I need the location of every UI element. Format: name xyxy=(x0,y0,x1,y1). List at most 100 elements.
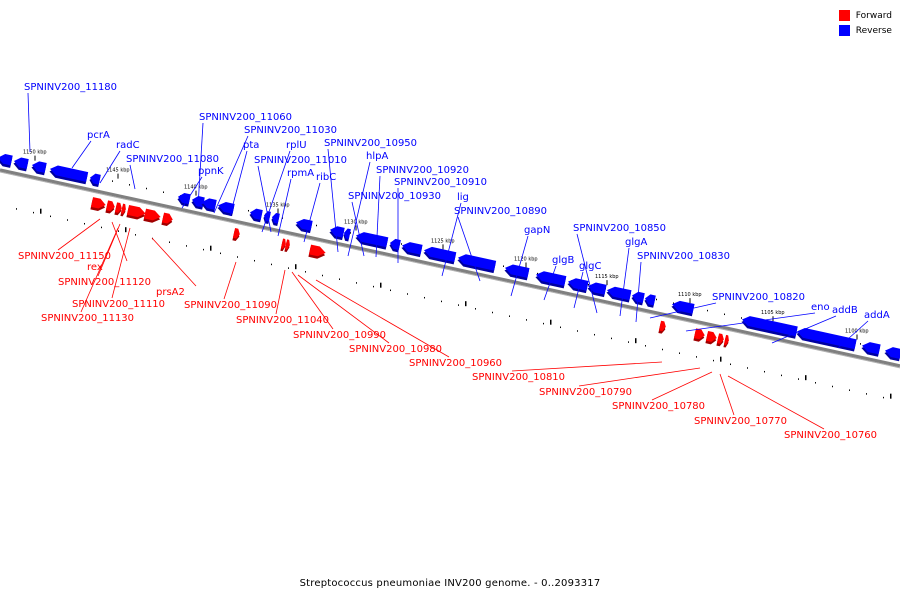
forward-gene-arrow xyxy=(280,238,286,252)
forward-gene-arrow xyxy=(658,320,666,334)
major-tick xyxy=(380,282,382,288)
minor-tick xyxy=(883,396,884,399)
forward-gene-arrow xyxy=(161,212,173,226)
reverse-leader-line xyxy=(347,161,371,257)
forward-leader-line xyxy=(111,227,131,299)
scale-label: 1120 kbp xyxy=(514,256,538,262)
backbone-shadow xyxy=(0,171,900,369)
minor-tick xyxy=(112,180,113,182)
reverse-gene-label: SPNINV200_11180 xyxy=(24,82,117,93)
reverse-leader-line xyxy=(303,182,321,243)
forward-gene-arrow xyxy=(114,202,122,216)
forward-leader-line xyxy=(511,361,663,372)
minor-tick xyxy=(169,241,170,243)
reverse-gene-arrow xyxy=(177,192,191,207)
forward-gene-label: SPNINV200_11150 xyxy=(18,251,111,262)
reverse-leader-line xyxy=(351,201,365,257)
reverse-gene-label: SPNINV200_10930 xyxy=(348,191,441,202)
reverse-leader-line xyxy=(129,164,136,190)
reverse-leader-line xyxy=(27,92,31,153)
forward-gene-arrow xyxy=(284,239,290,253)
forward-gene-label: SPNINV200_10960 xyxy=(409,358,502,369)
reverse-gene-label: gapN xyxy=(524,225,550,236)
forward-gene-label: SPNINV200_10990 xyxy=(293,330,386,341)
reverse-leader-line xyxy=(619,247,630,317)
reverse-gene-arrow xyxy=(861,342,881,357)
reverse-gene-arrow xyxy=(606,286,632,303)
minor-tick xyxy=(407,293,408,295)
forward-gene-label: SPNINV200_10980 xyxy=(349,344,442,355)
scale-label: 1150 kbp xyxy=(23,150,47,156)
reverse-leader-line xyxy=(229,150,248,217)
genome-backbone xyxy=(0,168,900,368)
minor-tick xyxy=(560,326,561,329)
reverse-leader-line xyxy=(837,320,869,349)
minor-tick xyxy=(220,252,221,255)
minor-tick xyxy=(288,267,289,269)
scale-label: 1110 kbp xyxy=(678,292,702,298)
reverse-gene-label: rpmA xyxy=(287,168,314,179)
minor-tick xyxy=(764,370,765,373)
reverse-gene-label: addB xyxy=(832,305,858,316)
legend-item-reverse: Reverse xyxy=(838,23,892,38)
minor-tick xyxy=(747,367,748,369)
reverse-gene-label: lig xyxy=(457,192,469,203)
forward-leader-line xyxy=(651,371,713,401)
scale-label: 1125 kbp xyxy=(431,238,455,244)
reverse-gene-arrow xyxy=(535,271,567,289)
minor-tick xyxy=(673,302,674,304)
major-tick xyxy=(465,301,467,307)
forward-leader-line xyxy=(727,375,825,430)
reverse-gene-label: eno xyxy=(811,302,830,313)
minor-tick xyxy=(475,308,476,310)
reverse-gene-arrow xyxy=(457,254,497,274)
reverse-gene-label: SPNINV200_10890 xyxy=(454,206,547,217)
minor-tick xyxy=(84,222,85,225)
minor-tick xyxy=(458,304,459,306)
scale-label: 1135 kbp xyxy=(266,202,290,208)
reverse-gene-arrow xyxy=(796,328,857,352)
minor-tick xyxy=(254,259,255,262)
major-tick xyxy=(295,264,297,270)
forward-leader-line xyxy=(297,274,390,344)
reverse-gene-arrow xyxy=(389,238,401,253)
minor-tick xyxy=(492,311,493,314)
minor-tick xyxy=(537,272,538,275)
reverse-leader-line xyxy=(197,122,204,208)
reverse-leader-line xyxy=(441,202,462,277)
minor-tick xyxy=(146,187,147,190)
minor-tick xyxy=(628,341,629,343)
forward-gene-arrow xyxy=(693,328,705,342)
minor-tick xyxy=(305,271,306,273)
minor-tick xyxy=(781,374,782,377)
minor-tick xyxy=(237,256,238,258)
forward-gene-arrow xyxy=(723,334,729,348)
major-tick xyxy=(125,227,127,233)
reverse-gene-label: SPNINV200_10950 xyxy=(324,138,417,149)
forward-gene-label: SPNINV200_10780 xyxy=(612,401,705,412)
reverse-gene-arrow xyxy=(644,294,656,308)
minor-tick xyxy=(101,226,102,229)
reverse-leader-line xyxy=(375,175,381,258)
forward-leader-line xyxy=(719,373,735,416)
minor-tick xyxy=(163,191,164,193)
major-tick xyxy=(210,245,212,251)
minor-tick xyxy=(271,263,272,266)
reverse-gene-label: glgC xyxy=(579,261,601,272)
reverse-leader-line xyxy=(213,135,249,214)
reverse-gene-label: glgA xyxy=(625,237,647,248)
minor-tick xyxy=(350,232,351,234)
major-tick xyxy=(805,375,807,381)
reverse-gene-arrow xyxy=(884,347,900,362)
reverse-leader-line xyxy=(543,265,557,301)
reverse-gene-label: hlpA xyxy=(366,151,388,162)
minor-tick xyxy=(67,219,68,221)
forward-leader-line xyxy=(275,269,286,315)
forward-gene-arrow xyxy=(120,203,126,217)
forward-gene-arrow xyxy=(308,244,326,259)
reverse-gene-arrow xyxy=(587,282,607,298)
forward-gene-label: SPNINV200_11130 xyxy=(41,313,134,324)
major-tick xyxy=(890,393,892,399)
forward-gene-label: SPNINV200_10810 xyxy=(472,372,565,383)
reverse-gene-label: ribC xyxy=(316,172,336,183)
